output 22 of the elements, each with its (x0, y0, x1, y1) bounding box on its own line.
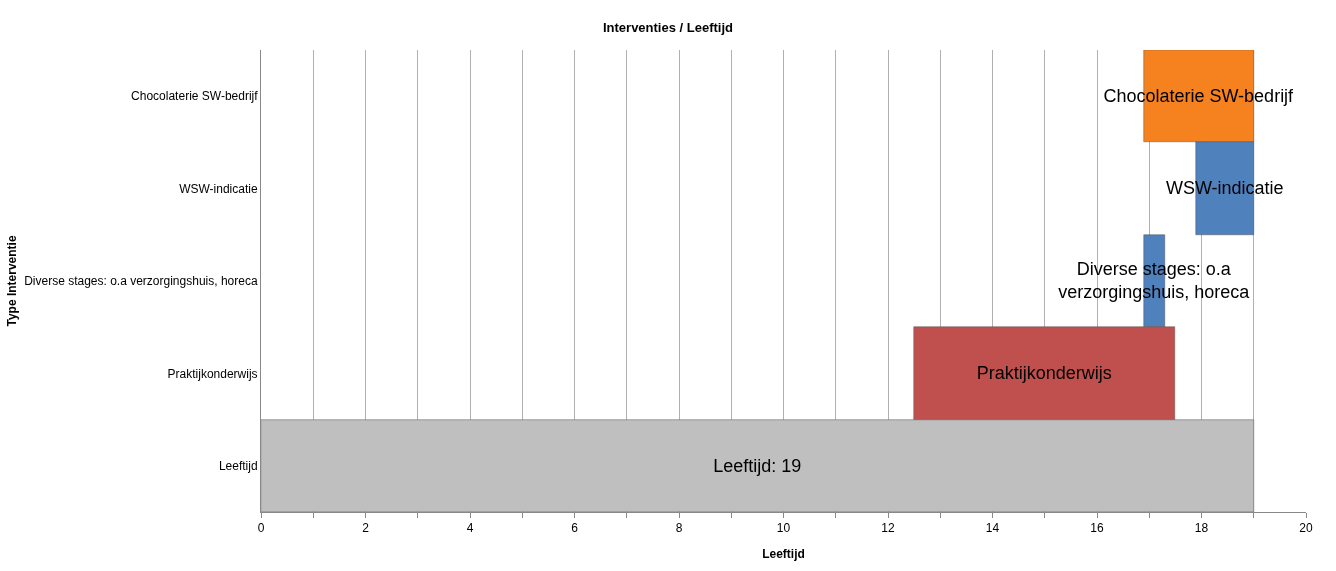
x-tick-label: 20 (1299, 521, 1313, 536)
x-tick-label: 18 (1194, 521, 1209, 536)
data-label: Leeftijd: 19 (713, 455, 802, 476)
chart-title: Interventies / Leeftijd (602, 19, 734, 35)
x-tick-label: 4 (466, 521, 474, 536)
y-tick-label: Diverse stages: o.a verzorgingshuis, horeca (24, 274, 258, 289)
x-tick-label: 8 (675, 521, 683, 536)
y-tick-label: Chocolaterie SW-bedrijf (131, 89, 259, 104)
x-tick-label: 12 (881, 521, 895, 536)
x-axis-title: Leeftijd (762, 547, 805, 562)
data-label: Praktijkonderwijs (976, 363, 1112, 384)
data-label: WSW-indicatie (1165, 178, 1284, 199)
x-tick-label: 2 (362, 521, 370, 536)
x-tick-label: 10 (776, 521, 791, 536)
y-axis-title: Type Interventie (5, 235, 20, 327)
x-tick-label: 0 (257, 521, 265, 536)
y-tick-label: Leeftijd (218, 459, 258, 473)
x-tick-label: 6 (571, 521, 579, 536)
x-tick-label: 14 (985, 521, 1000, 536)
y-tick-label: Praktijkonderwijs (167, 366, 258, 381)
x-tick-label: 16 (1090, 521, 1104, 536)
y-tick-label: WSW-indicatie (179, 181, 258, 196)
